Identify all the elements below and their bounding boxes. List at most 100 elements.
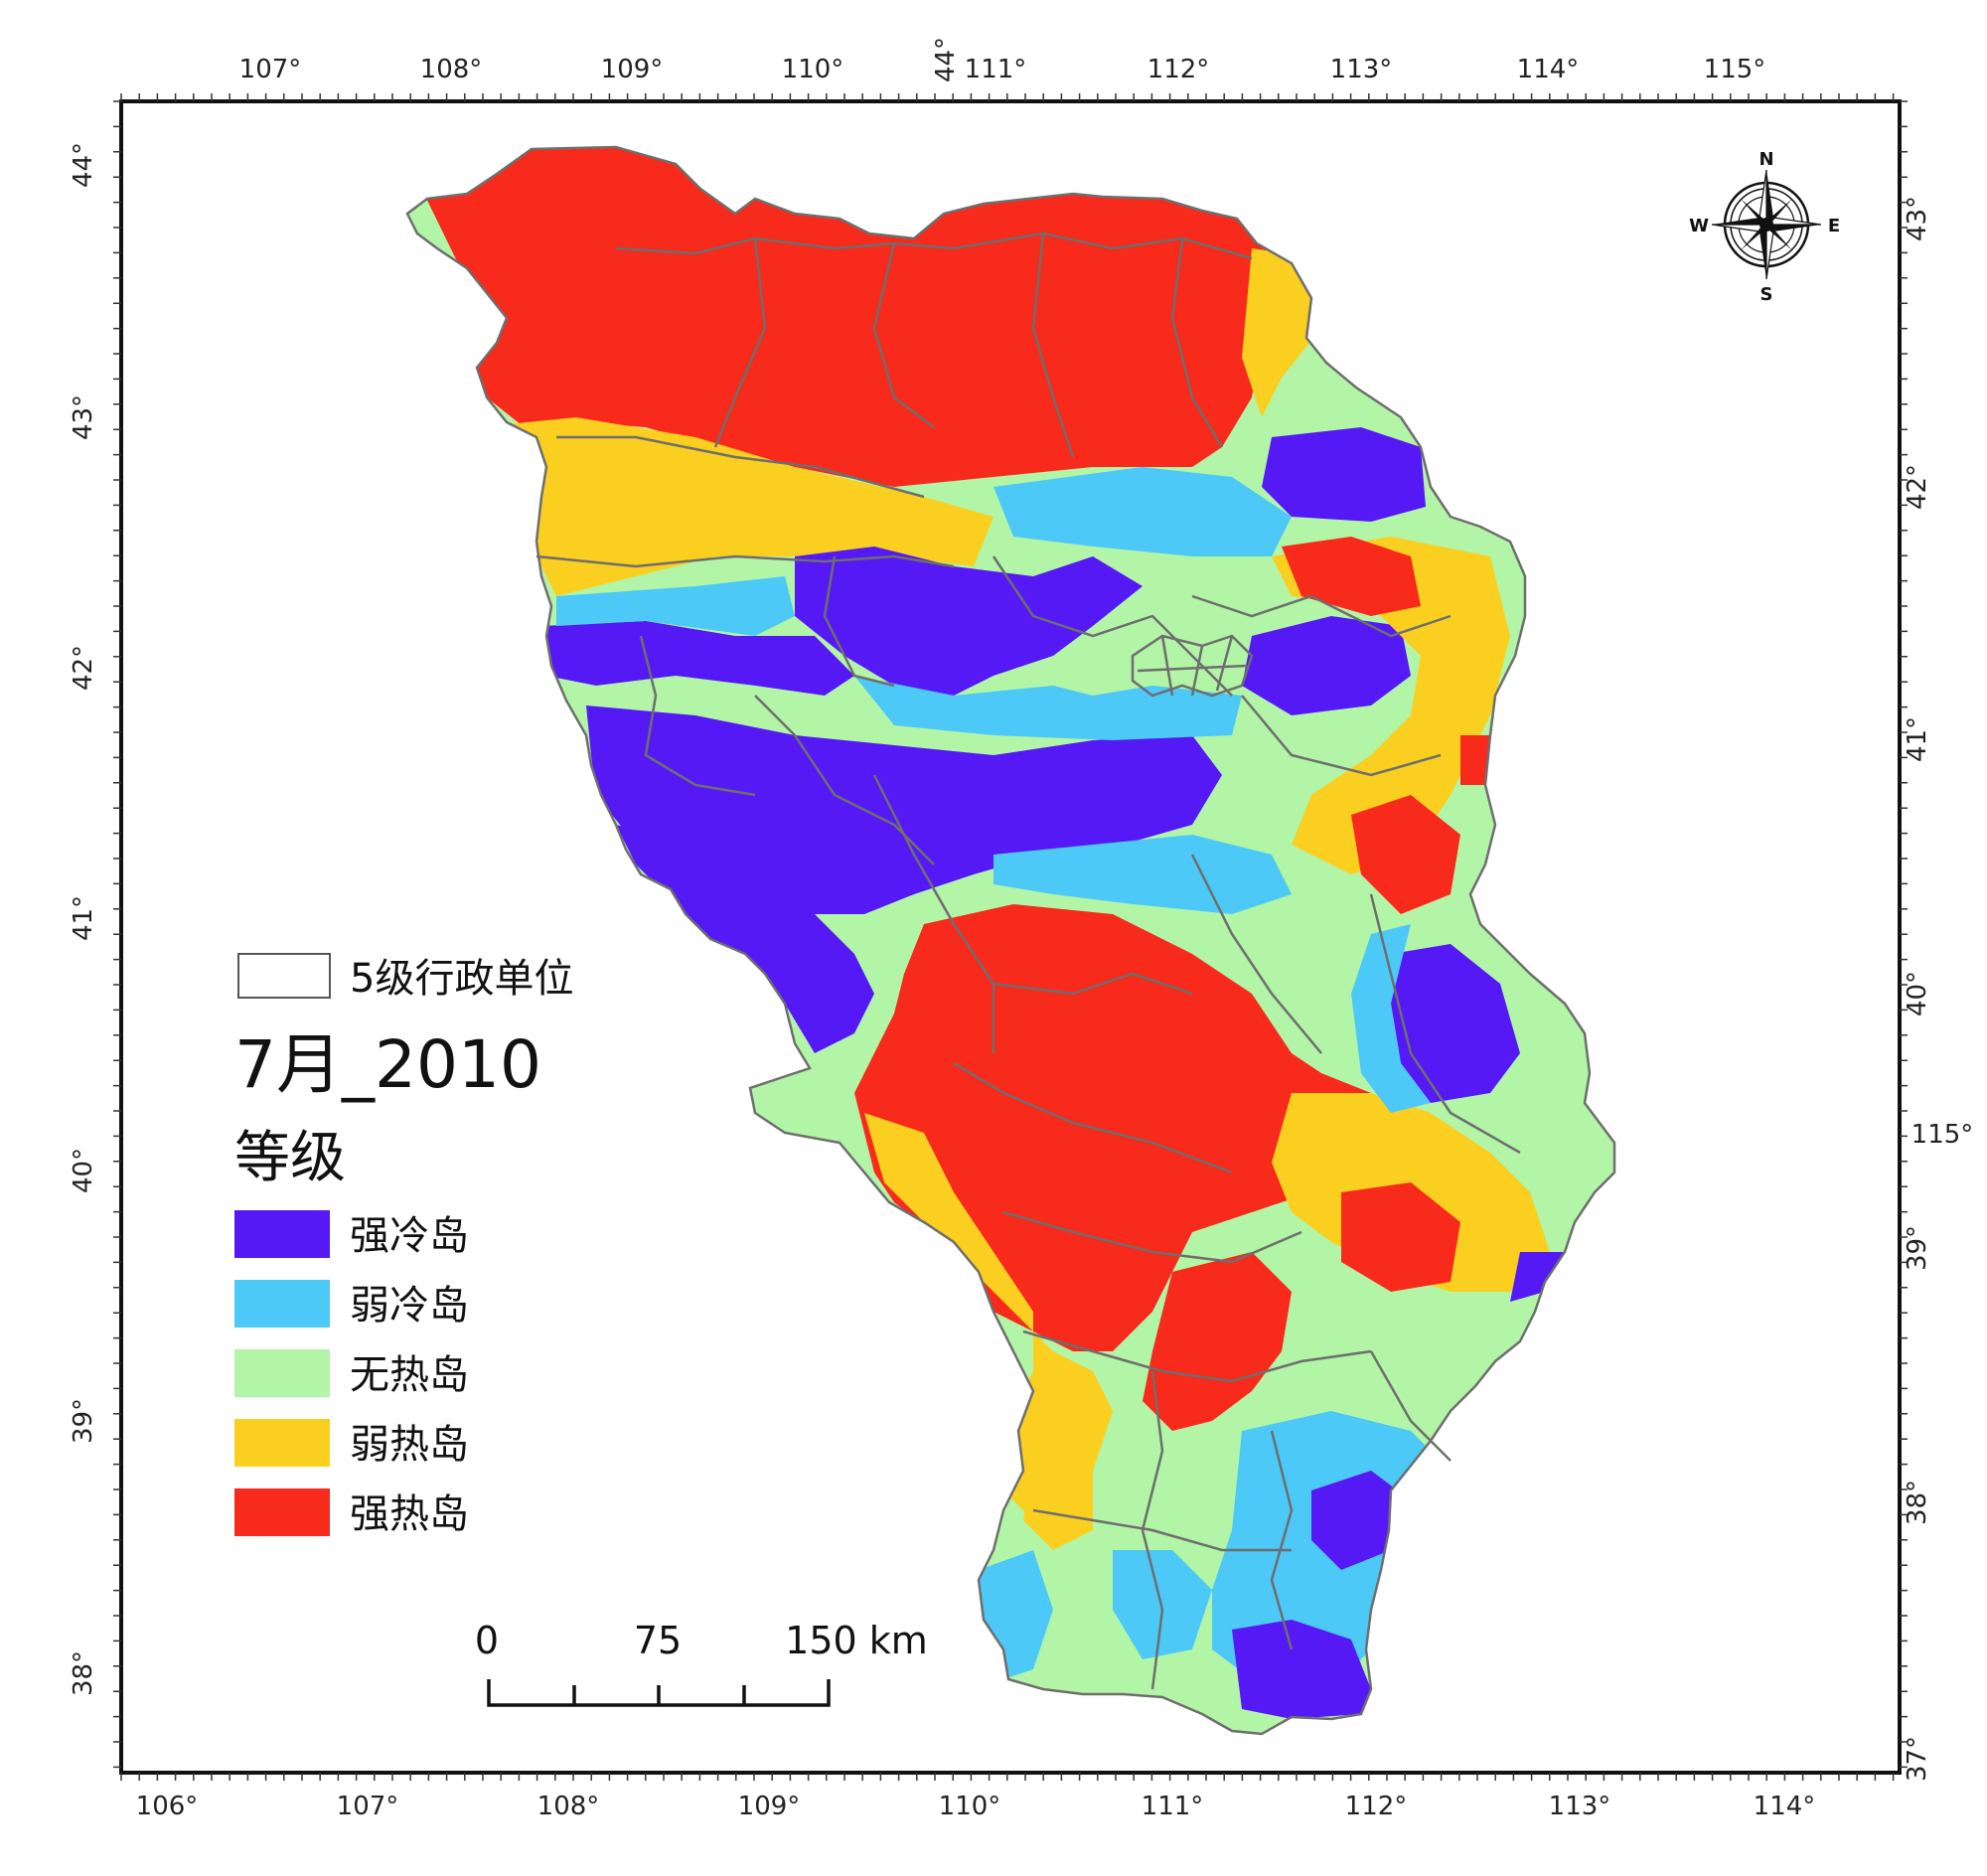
admin-boundary-line bbox=[535, 554, 955, 568]
left-lat-label: 39° bbox=[69, 1398, 98, 1444]
right-lat-label: 41° bbox=[1903, 716, 1932, 762]
right-lat-label: 39° bbox=[1903, 1225, 1932, 1271]
patch-strong-cold-band3 bbox=[586, 705, 1222, 914]
scale-label-150: 150 km bbox=[785, 1619, 928, 1662]
patch-strong-cold-west bbox=[616, 825, 874, 1053]
patch-strong-cold-ne bbox=[1262, 427, 1426, 522]
bottom-lon-label: 109° bbox=[738, 1792, 801, 1821]
top-lon-label: 112° bbox=[1147, 55, 1210, 84]
bottom-lon-label: 107° bbox=[337, 1792, 399, 1821]
admin-boundary-line bbox=[1190, 854, 1322, 1054]
north-arrow-compass-icon: N S E W bbox=[1689, 149, 1840, 305]
admin-boundary-line bbox=[872, 242, 935, 428]
legend-class-label-1: 弱冷岛 bbox=[350, 1283, 469, 1329]
left-latitude-labels: 44° 43° 42° 41° 40° 39° 38° bbox=[69, 142, 98, 1696]
map-title: 7月_2010 bbox=[234, 1026, 541, 1103]
scale-bar: 0 75 150 km bbox=[475, 1619, 928, 1707]
patch-weak-cold-nc bbox=[994, 467, 1292, 556]
admin-boundary-line bbox=[1031, 233, 1075, 458]
admin-boundary-line bbox=[1141, 1370, 1164, 1690]
scale-label-0: 0 bbox=[475, 1619, 499, 1662]
top-lon-label: 115° bbox=[1704, 55, 1766, 84]
left-lat-label: 42° bbox=[69, 645, 98, 691]
patch-strong-heat-north bbox=[407, 147, 1321, 487]
admin-boundary-line bbox=[1022, 1329, 1372, 1383]
bottom-lon-label: 110° bbox=[939, 1792, 1001, 1821]
top-lon-label: 110° bbox=[782, 55, 844, 84]
patch-strong-cold-se2 bbox=[1510, 1252, 1565, 1302]
top-lon-label: 113° bbox=[1330, 55, 1393, 84]
legend-swatch-0 bbox=[234, 1210, 330, 1258]
graticule-ticks bbox=[113, 93, 1908, 1781]
admin-boundary-line bbox=[1369, 1350, 1452, 1462]
right-latitude-labels: 43° 42° 41° 40° 39° 38° 37° 115° bbox=[1903, 196, 1973, 1782]
admin-boundary-line bbox=[713, 237, 767, 448]
patch-weak-cold-se bbox=[1351, 924, 1431, 1113]
tick-marks bbox=[113, 93, 1908, 1781]
patch-strong-heat-east2 bbox=[1351, 795, 1460, 914]
patch-strong-heat-east3 bbox=[1460, 735, 1490, 785]
compass-east-letter: E bbox=[1828, 216, 1840, 236]
legend-class-label-2: 无热岛 bbox=[350, 1352, 469, 1398]
admin-boundary-line bbox=[615, 232, 1253, 260]
admin-boundary-line bbox=[823, 555, 895, 688]
patch-weak-heat-east bbox=[1272, 537, 1510, 874]
top-lon-label: 111° bbox=[965, 55, 1027, 84]
right-lat-label: 38° bbox=[1903, 1480, 1932, 1525]
top-lon-label: 109° bbox=[601, 55, 664, 84]
admin-boundary-line bbox=[639, 635, 756, 797]
patch-strong-cold-se bbox=[1391, 944, 1520, 1103]
admin-boundary-line bbox=[1241, 695, 1442, 777]
legend-swatch-1 bbox=[234, 1280, 330, 1328]
top-lon-label: 114° bbox=[1517, 55, 1580, 84]
bottom-longitude-labels: 106° 107° 108° 109° 110° 111° 112° 113° … bbox=[136, 1792, 1816, 1821]
patch-weak-cold-streak3 bbox=[994, 835, 1292, 914]
top-longitude-labels: 107° 108° 109° 110° 111° 112° 113° 114° … bbox=[239, 37, 1766, 84]
bottom-lon-label: 112° bbox=[1345, 1792, 1408, 1821]
admin-boundary-line bbox=[872, 774, 995, 1053]
top-lon-label: 108° bbox=[420, 55, 483, 84]
patch-weak-heat-ne bbox=[1242, 248, 1321, 417]
patch-strong-cold-east bbox=[1242, 616, 1411, 715]
admin-boundaries bbox=[405, 145, 1616, 1736]
legend-boundary-swatch bbox=[237, 953, 331, 999]
admin-boundary-line bbox=[1270, 1430, 1294, 1650]
patch-strong-heat-south2 bbox=[1143, 1252, 1292, 1431]
bottom-lon-label: 106° bbox=[136, 1792, 199, 1821]
legend-boundary-label: 5级行政单位 bbox=[350, 956, 573, 1002]
legend-class-label-4: 强热岛 bbox=[350, 1491, 469, 1537]
legend-class-label-3: 弱热岛 bbox=[350, 1422, 469, 1468]
right-lon-label: 115° bbox=[1911, 1120, 1974, 1150]
legend-swatch-3 bbox=[234, 1419, 330, 1467]
admin-boundary-line bbox=[953, 1061, 1233, 1174]
left-lat-label: 41° bbox=[69, 895, 98, 941]
patch-strong-heat-east1 bbox=[1282, 537, 1421, 616]
legend-swatch-2 bbox=[234, 1349, 330, 1397]
admin-boundary-line bbox=[1369, 893, 1521, 1155]
legend-class-label-0: 强冷岛 bbox=[350, 1213, 469, 1259]
admin-boundary-line bbox=[1002, 1210, 1302, 1264]
top-lat-label: 44° bbox=[931, 37, 961, 82]
compass-west-letter: W bbox=[1689, 216, 1709, 236]
patch-weak-cold-streak1 bbox=[556, 576, 795, 636]
compass-north-letter: N bbox=[1758, 149, 1773, 170]
bottom-lon-label: 114° bbox=[1754, 1792, 1816, 1821]
legend-heading: 等级 bbox=[234, 1126, 346, 1190]
scale-label-75: 75 bbox=[634, 1619, 682, 1662]
right-lat-label: 43° bbox=[1903, 196, 1932, 241]
compass-south-letter: S bbox=[1760, 284, 1773, 305]
bottom-lon-label: 108° bbox=[537, 1792, 600, 1821]
patch-weak-heat-sw bbox=[1023, 1451, 1093, 1550]
left-lat-label: 44° bbox=[69, 142, 98, 188]
patch-weak-cold-streak2 bbox=[854, 676, 1242, 740]
bottom-lon-label: 113° bbox=[1549, 1792, 1611, 1821]
patch-strong-cold-band1 bbox=[795, 547, 1143, 696]
city-boundary-cluster bbox=[1131, 634, 1254, 698]
admin-boundary-line bbox=[556, 435, 925, 499]
admin-boundary-line bbox=[993, 972, 1193, 996]
left-lat-label: 38° bbox=[69, 1650, 98, 1696]
patch-weak-heat-south bbox=[864, 1113, 1113, 1520]
